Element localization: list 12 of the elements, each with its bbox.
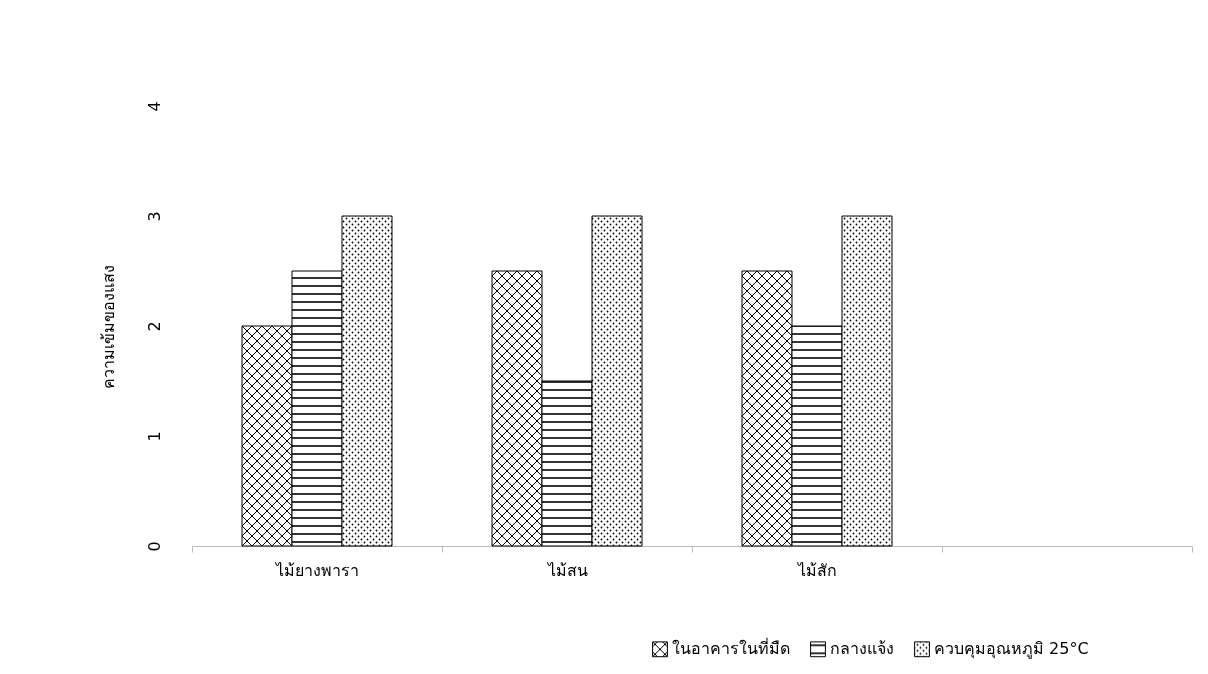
legend-label: ควบคุมอุณหภูมิ 25°C xyxy=(934,639,1089,660)
y-tick-label: 0 xyxy=(144,541,164,552)
x-tick-label: ไม้สัก xyxy=(796,560,837,580)
y-tick-label: 4 xyxy=(144,101,164,112)
legend-label: ในอาคารในที่มืด xyxy=(672,637,790,659)
x-tick-label: ไม้สน xyxy=(545,560,588,580)
legend-label: กลางแจ้ง xyxy=(830,639,894,659)
y-tick-label: 2 xyxy=(144,321,164,332)
y-axis-title: ความเข้มของแสง xyxy=(98,264,118,389)
y-tick-label: 3 xyxy=(144,211,164,222)
y-tick-label: 1 xyxy=(144,431,164,442)
x-tick-label: ไม้ยางพารา xyxy=(274,560,359,580)
